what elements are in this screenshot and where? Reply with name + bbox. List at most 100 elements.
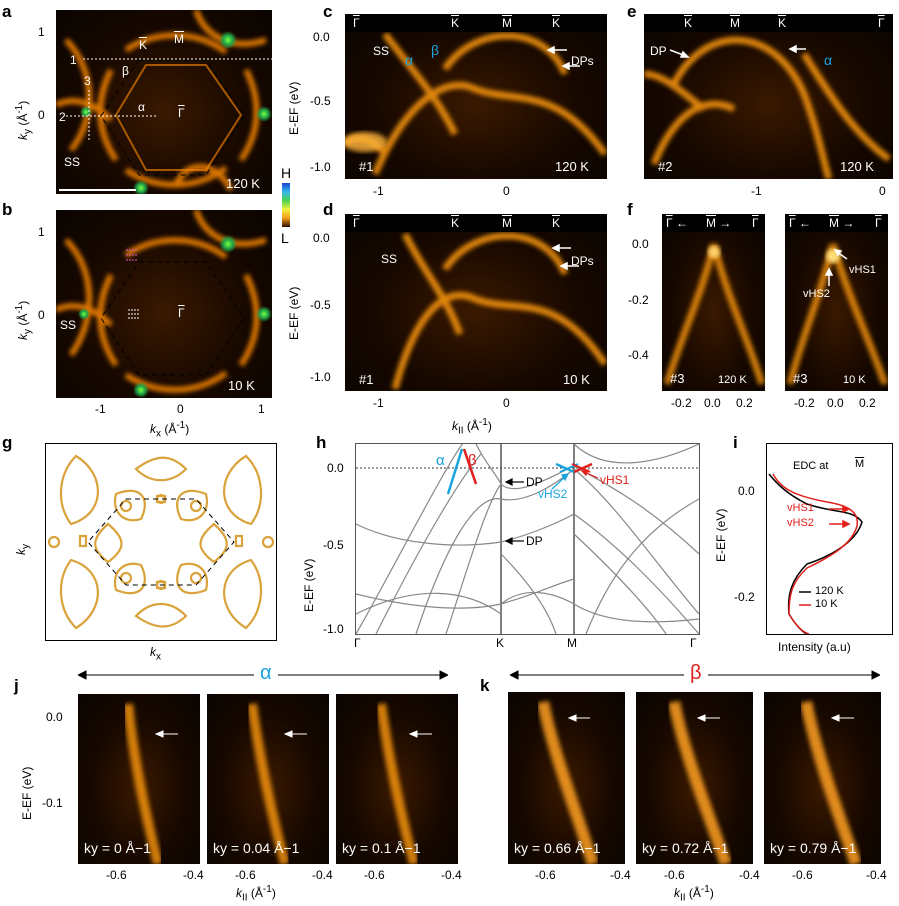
fermi-surface-map-120k: K M Γ β α 1 2 3 SS 120 K [56, 10, 272, 194]
label-alpha: α [436, 452, 445, 469]
temp-label: 120 K [226, 176, 260, 191]
y-axis-label: ky [14, 544, 32, 555]
x-axis-label: kII (Å-1) [452, 417, 492, 437]
xtick: 0 [503, 396, 510, 410]
sym-K: K [451, 216, 460, 230]
xtick: -0.4 [739, 868, 760, 882]
temp-label: 10 K [563, 372, 590, 387]
xtick: -0.4 [312, 868, 333, 882]
sym-M: M [502, 216, 512, 230]
sym-M: M → [706, 216, 732, 230]
symmetry-bar [644, 14, 893, 32]
legend-10k: 10 K [815, 598, 838, 610]
panel-letter-f: f [627, 200, 633, 219]
sym-gamma: Γ [353, 216, 360, 230]
y-axis-label: E-EF (eV) [287, 81, 301, 135]
xtick: -0.6 [535, 868, 556, 882]
alpha-header: α [254, 662, 278, 685]
xtick: -0.4 [183, 868, 204, 882]
beta-cut-066: ky = 0.66 Å−1 [508, 692, 625, 864]
xtick: -0.6 [235, 868, 256, 882]
alpha-cut-0: ky = 0 Å−1 [78, 694, 200, 864]
panel-letter-k: k [480, 676, 490, 695]
ky-label: ky = 0.72 Å−1 [642, 840, 729, 856]
x-axis-label: kx [150, 645, 161, 663]
x-axis-label: kx (Å-1) [150, 420, 190, 440]
arpes-cut-1-10k: Γ K M K SS DPs #1 10 K [345, 214, 607, 391]
panel-letter-e: e [627, 2, 637, 21]
label-alpha: α [138, 100, 145, 114]
sym-K: K [552, 16, 561, 30]
sym-K: K [451, 16, 460, 30]
xtick: 0 [879, 184, 886, 198]
arpes-cut-2-120k: K M K Γ DP α #2 120 K [644, 14, 893, 179]
ytick: 0 [38, 108, 45, 122]
xtick: Γ [690, 636, 697, 650]
ytick: 0.0 [738, 484, 755, 498]
label-vhs2: vHS2 [538, 487, 568, 501]
sym-K: K [778, 16, 787, 30]
cut-number: #3 [793, 371, 808, 386]
y-axis-label: E-EF (eV) [287, 286, 301, 340]
label-gamma: Γ [178, 306, 185, 320]
ytick: -1.0 [310, 160, 331, 174]
y-axis-label: E-EF (eV) [20, 766, 34, 820]
panel-letter-g: g [2, 433, 13, 452]
panel-letter-c: c [323, 2, 333, 21]
xtick: 0 [503, 184, 510, 198]
label-dps: DPs [571, 254, 594, 268]
edc-plot: EDC at M vHS1 vHS2 120 K 10 K [766, 443, 893, 635]
beta-cut-072: ky = 0.72 Å−1 [636, 692, 753, 864]
label-dp: DP [526, 475, 543, 489]
arpes-cut-1-120k: Γ K M K SS α β DPs #1 120 K [345, 14, 607, 179]
panel-letter-a: a [2, 2, 12, 21]
alpha-cut-004: ky = 0.04 Å−1 [207, 694, 329, 864]
colorbar-high: H [281, 165, 292, 181]
cut-label-1: 1 [70, 53, 77, 67]
temp-label: 120 K [555, 159, 589, 174]
band-structure-calc: α β DP DP vHS2 vHS1 [355, 443, 700, 635]
label-K: K [139, 38, 148, 52]
label-M: M [174, 32, 184, 46]
sym-gamma: Γ ← [666, 216, 688, 230]
label-dp: DP [650, 44, 667, 58]
label-ss: SS [381, 252, 398, 266]
label-dps: DPs [571, 54, 594, 68]
cut-label-3: 3 [84, 74, 91, 88]
ytick: 0.0 [46, 710, 63, 724]
label-vhs2: vHS2 [803, 288, 830, 300]
xtick: 0.2 [736, 396, 753, 410]
xtick: -0.2 [794, 396, 815, 410]
label-ss: SS [60, 318, 77, 332]
xtick: -1 [373, 396, 384, 410]
xtick: -1 [751, 184, 762, 198]
fermi-surface-map-10k: Γ SS 10 K [56, 210, 272, 398]
panel-letter-d: d [323, 200, 334, 219]
xtick: 0 [177, 402, 184, 416]
ky-label: ky = 0.1 Å−1 [342, 840, 421, 856]
calculated-fermi-surface [45, 443, 277, 641]
ytick: -0.4 [628, 348, 649, 362]
ytick: -0.1 [42, 796, 63, 810]
cut-number: #1 [359, 159, 374, 174]
ytick: -1.0 [310, 370, 331, 384]
label-dp: DP [526, 534, 543, 548]
temp-label: 10 K [228, 378, 255, 393]
xtick: 1 [258, 402, 265, 416]
ky-label: ky = 0.04 Å−1 [213, 840, 300, 856]
label-vhs1: vHS1 [600, 473, 630, 487]
ytick: 0 [38, 308, 45, 322]
y-axis-label: E-EF (eV) [714, 508, 728, 562]
ytick: -0.5 [323, 538, 344, 552]
xtick: 0.2 [859, 396, 876, 410]
xtick: -0.4 [441, 868, 462, 882]
y-axis-label: ky (Å-1) [14, 100, 34, 140]
cut-number: #1 [359, 372, 374, 387]
ytick: 1 [38, 225, 45, 239]
temp-label: 10 K [843, 374, 866, 386]
legend-120k: 120 K [815, 585, 844, 597]
sym-K: K [684, 16, 693, 30]
label-gamma: Γ [178, 106, 185, 120]
ytick: 0.0 [313, 30, 330, 44]
cut-number: #2 [658, 159, 673, 174]
